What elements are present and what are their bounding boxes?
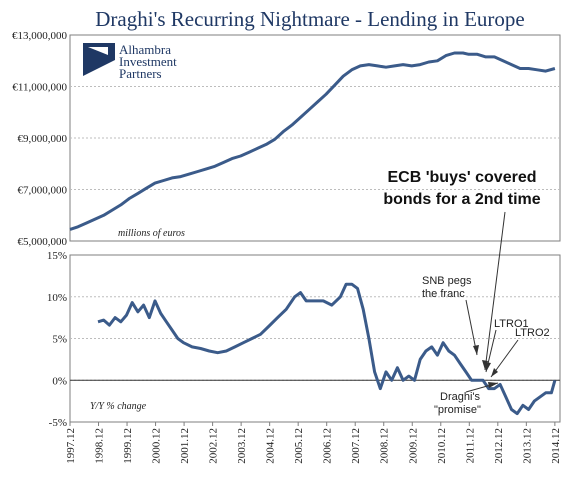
top-y-tick-label: €13,000,000 xyxy=(12,30,68,42)
x-tick-label: 2008.12 xyxy=(379,428,391,464)
top-y-tick-label: €11,000,000 xyxy=(12,82,67,94)
x-tick-label: 2014.12 xyxy=(550,428,562,464)
snb-annotation-line2: the franc xyxy=(422,288,465,300)
logo-mark-triangle xyxy=(83,60,115,76)
logo-mark-notch xyxy=(88,47,108,55)
snb-annotation-line1: SNB pegs xyxy=(422,275,472,287)
ecb-arrow xyxy=(484,211,506,371)
x-tick-label: 1998.12 xyxy=(94,428,106,464)
top-panel: €5,000,000 €7,000,000 €9,000,000 €11,000,00… xyxy=(12,30,561,248)
x-tick-label: 2011.12 xyxy=(464,428,476,463)
ltro2-arrowhead xyxy=(491,368,498,377)
bottom-y-tick-labels: -5% 0% 5% 10% 15% xyxy=(47,250,67,429)
top-y-tick-label: €9,000,000 xyxy=(18,133,68,145)
bottom-y-tick-label: 10% xyxy=(47,292,67,304)
bottom-y-tick-label: 5% xyxy=(52,334,67,346)
logo: Alhambra Investment Partners xyxy=(83,42,177,81)
x-tick-label: 1999.12 xyxy=(122,428,134,464)
bottom-y-tick-label: -5% xyxy=(49,417,67,429)
x-tick-labels: 1997.12 1998.12 1999.12 2000.12 2001.12 2002.… xyxy=(65,422,562,464)
logo-text-line2: Investment xyxy=(119,54,177,69)
draghi-annotation-line2: "promise" xyxy=(434,404,481,416)
draghi-arrowhead xyxy=(488,382,498,388)
ecb-annotation-line1: ECB 'buys' covered xyxy=(388,169,537,186)
ltro1-arrowhead xyxy=(485,362,491,372)
yoy-change-line xyxy=(97,282,557,416)
top-y-tick-label: €5,000,000 xyxy=(18,236,68,248)
x-tick-label: 2012.12 xyxy=(493,428,505,464)
x-tick-label: 2009.12 xyxy=(407,428,419,464)
ltro1-annotation: LTRO1 xyxy=(494,318,529,330)
top-gridlines xyxy=(70,86,560,190)
snb-arrowhead xyxy=(473,345,479,355)
bottom-panel: -5% 0% 5% 10% 15% 1997.12 1998.12 1999.12 2000.… xyxy=(47,211,562,464)
draghi-annotation-line1: Draghi's xyxy=(440,391,481,403)
chart-title: Draghi's Recurring Nightmare - Lending i… xyxy=(95,7,525,31)
x-tick-label: 2010.12 xyxy=(436,428,448,464)
logo-text-line3: Partners xyxy=(119,66,162,81)
x-tick-label: 2004.12 xyxy=(265,428,277,464)
x-tick-label: 1997.12 xyxy=(65,428,77,464)
x-tick-label: 2005.12 xyxy=(293,428,305,464)
x-tick-label: 2000.12 xyxy=(151,428,163,464)
x-tick-label: 2002.12 xyxy=(208,428,220,464)
logo-text-line1: Alhambra xyxy=(119,42,171,57)
ltro2-annotation: LTRO2 xyxy=(515,327,550,339)
x-tick-label: 2007.12 xyxy=(350,428,362,464)
annotation-arrows xyxy=(465,211,519,393)
bottom-unit-label: Y/Y % change xyxy=(90,401,147,412)
x-tick-label: 2001.12 xyxy=(179,428,191,464)
lending-level-line xyxy=(69,51,556,231)
top-y-tick-label: €7,000,000 xyxy=(18,185,68,197)
top-unit-label: millions of euros xyxy=(118,228,185,239)
bottom-y-tick-label: 15% xyxy=(47,250,67,262)
top-y-tick-labels: €5,000,000 €7,000,000 €9,000,000 €11,000,00… xyxy=(12,30,68,248)
ecb-annotation-line2: bonds for a 2nd time xyxy=(383,191,540,208)
x-tick-label: 2003.12 xyxy=(236,428,248,464)
bottom-y-tick-label: 0% xyxy=(52,375,67,387)
x-tick-label: 2006.12 xyxy=(322,428,334,464)
x-tick-label: 2013.12 xyxy=(521,428,533,464)
